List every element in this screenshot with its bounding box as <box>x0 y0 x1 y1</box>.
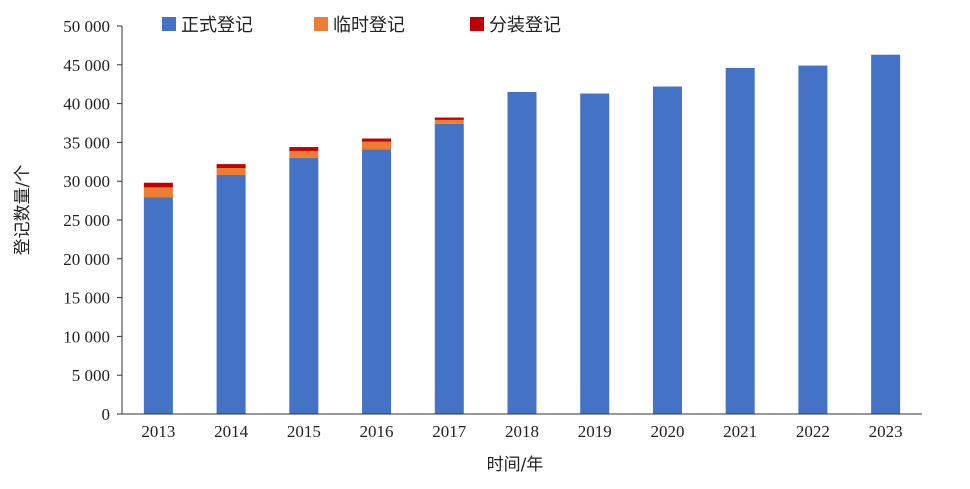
y-tick-label: 40 000 <box>63 95 110 114</box>
x-axis-title: 时间/年 <box>487 455 544 475</box>
x-tick-label: 2021 <box>723 422 757 441</box>
y-axis: 0 5 000 10 000 15 000 20 000 25 000 30 000 35 0… <box>63 17 123 424</box>
bar-segment <box>289 147 319 151</box>
x-tick-label: 2016 <box>360 422 394 441</box>
bar-segment <box>434 123 464 414</box>
bar-segment <box>507 91 537 415</box>
legend-label: 临时登记 <box>333 15 405 36</box>
x-tick-label: 2017 <box>432 422 467 441</box>
x-tick-label: 2018 <box>505 422 539 441</box>
y-tick-label: 10 000 <box>63 327 110 346</box>
legend-label: 分装登记 <box>489 15 561 36</box>
legend-swatch <box>162 17 176 31</box>
y-tick-label: 30 000 <box>63 172 110 191</box>
y-tick-label: 50 000 <box>63 17 110 36</box>
bar-segment <box>798 65 828 415</box>
bar-segment <box>143 182 173 188</box>
bar-segment <box>216 168 246 175</box>
x-tick-label: 2022 <box>796 422 830 441</box>
x-axis: 2013 2014 2015 2016 2017 2018 2019 2020 2021 2022… <box>122 413 922 441</box>
x-tick-label: 2015 <box>287 422 321 441</box>
bar-segment <box>289 150 319 158</box>
x-tick-label: 2014 <box>214 422 249 441</box>
legend-swatch <box>470 17 484 31</box>
bar-segment <box>143 197 173 414</box>
x-tick-label: 2023 <box>869 422 903 441</box>
legend-swatch <box>314 17 328 31</box>
bar-segment <box>289 157 319 415</box>
legend-label: 正式登记 <box>181 15 253 36</box>
bar-segment <box>362 141 392 150</box>
legend: 正式登记 临时登记 分装登记 <box>162 15 561 36</box>
y-axis-title: 登记数量/个 <box>13 165 33 256</box>
y-tick-label: 0 <box>102 405 111 424</box>
bar-segment <box>725 67 755 415</box>
bar-segment <box>434 119 464 124</box>
y-tick-label: 20 000 <box>63 250 110 269</box>
y-tick-label: 45 000 <box>63 56 110 75</box>
y-tick-label: 35 000 <box>63 133 110 152</box>
bar-segment <box>580 93 610 415</box>
bar-segment <box>871 54 901 414</box>
y-tick-label: 15 000 <box>63 289 110 308</box>
y-tick-label: 5 000 <box>72 366 110 385</box>
bar-segment <box>362 149 392 414</box>
bar-segment <box>362 138 392 142</box>
x-tick-label: 2020 <box>650 422 684 441</box>
x-tick-label: 2019 <box>578 422 612 441</box>
bar-segment <box>216 174 246 414</box>
bar-segment <box>216 164 246 169</box>
bars <box>143 54 901 415</box>
bar-segment <box>652 86 682 414</box>
bar-segment <box>434 117 464 120</box>
bar-segment <box>143 187 173 198</box>
y-tick-label: 25 000 <box>63 211 110 230</box>
x-tick-label: 2013 <box>141 422 175 441</box>
